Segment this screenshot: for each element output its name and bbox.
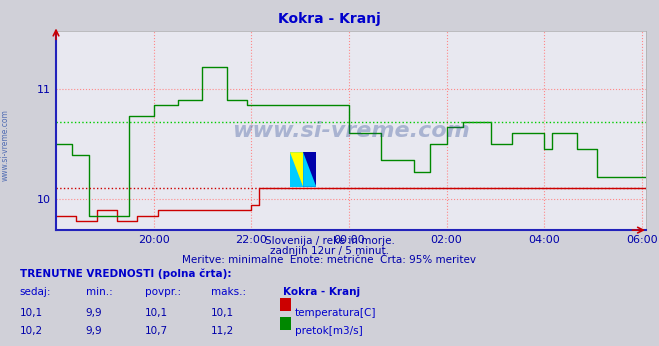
- Text: pretok[m3/s]: pretok[m3/s]: [295, 326, 362, 336]
- Text: TRENUTNE VREDNOSTI (polna črta):: TRENUTNE VREDNOSTI (polna črta):: [20, 268, 231, 279]
- Text: maks.:: maks.:: [211, 287, 246, 297]
- Text: Kokra - Kranj: Kokra - Kranj: [283, 287, 360, 297]
- Text: 11,2: 11,2: [211, 326, 234, 336]
- Text: zadnjih 12ur / 5 minut.: zadnjih 12ur / 5 minut.: [270, 246, 389, 256]
- Bar: [303, 152, 316, 187]
- Text: 10,1: 10,1: [145, 308, 168, 318]
- Text: www.si-vreme.com: www.si-vreme.com: [1, 109, 10, 181]
- Text: Slovenija / reke in morje.: Slovenija / reke in morje.: [264, 236, 395, 246]
- Text: min.:: min.:: [86, 287, 113, 297]
- Text: temperatura[C]: temperatura[C]: [295, 308, 376, 318]
- Text: 10,7: 10,7: [145, 326, 168, 336]
- Text: 10,1: 10,1: [20, 308, 43, 318]
- Text: Kokra - Kranj: Kokra - Kranj: [278, 12, 381, 26]
- Text: 9,9: 9,9: [86, 308, 102, 318]
- Text: 9,9: 9,9: [86, 326, 102, 336]
- Polygon shape: [290, 152, 303, 187]
- Text: www.si-vreme.com: www.si-vreme.com: [232, 121, 470, 140]
- Text: sedaj:: sedaj:: [20, 287, 51, 297]
- Text: 10,1: 10,1: [211, 308, 234, 318]
- Text: Meritve: minimalne  Enote: metrične  Črta: 95% meritev: Meritve: minimalne Enote: metrične Črta:…: [183, 255, 476, 265]
- Text: povpr.:: povpr.:: [145, 287, 181, 297]
- Bar: [290, 152, 303, 187]
- Text: 10,2: 10,2: [20, 326, 43, 336]
- Polygon shape: [303, 152, 316, 187]
